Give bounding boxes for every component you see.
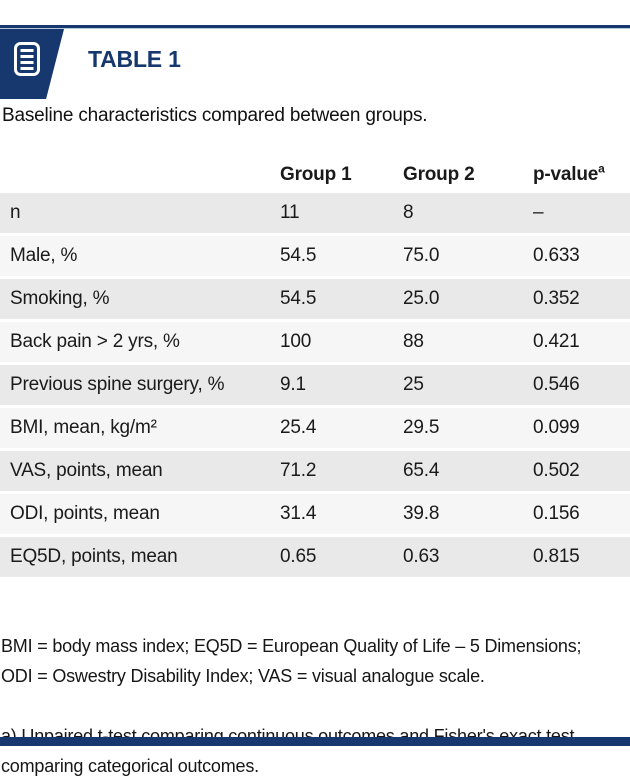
group1-value: 9.1	[280, 374, 306, 395]
row-label: VAS, points, mean	[10, 460, 163, 481]
group1-value: 31.4	[280, 503, 317, 524]
column-header-pvalue: p-valuea	[533, 161, 605, 185]
group1-value: 54.5	[280, 288, 317, 309]
table-row: n 11 8 –	[0, 193, 630, 233]
group1-value: 100	[280, 331, 312, 352]
table-row: Back pain > 2 yrs, % 100 88 0.421	[0, 322, 630, 362]
pvalue: 0.421	[533, 331, 580, 352]
row-label: ODI, points, mean	[10, 503, 160, 524]
row-label: Male, %	[10, 245, 78, 266]
row-label: Back pain > 2 yrs, %	[10, 331, 180, 352]
pvalue: 0.502	[533, 460, 580, 481]
row-label: EQ5D, points, mean	[10, 546, 178, 567]
group2-value: 8	[403, 202, 414, 223]
group2-value: 25	[403, 374, 424, 395]
pvalue: 0.156	[533, 503, 580, 524]
table-row: Male, % 54.5 75.0 0.633	[0, 236, 630, 276]
group2-value: 65.4	[403, 460, 440, 481]
abbreviations-note: BMI = body mass index; EQ5D = European Q…	[1, 636, 582, 686]
table-row: VAS, points, mean 71.2 65.4 0.502	[0, 451, 630, 491]
table-row: EQ5D, points, mean 0.65 0.63 0.815	[0, 537, 630, 577]
row-label: BMI, mean, kg/m²	[10, 417, 157, 438]
top-divider-rule	[0, 25, 630, 28]
table-list-icon	[14, 42, 40, 76]
table-footnotes: BMI = body mass index; EQ5D = European Q…	[1, 601, 630, 779]
table-body: n 11 8 – Male, % 54.5 75.0 0.633 Smoking…	[0, 193, 630, 577]
group2-value: 0.63	[403, 546, 440, 567]
group1-value: 54.5	[280, 245, 317, 266]
table-caption: Baseline characteristics compared betwee…	[2, 105, 428, 126]
row-label: Previous spine surgery, %	[10, 374, 225, 395]
bottom-divider-bar	[0, 737, 630, 746]
group2-value: 75.0	[403, 245, 440, 266]
group2-value: 88	[403, 331, 424, 352]
table-row: BMI, mean, kg/m² 25.4 29.5 0.099	[0, 408, 630, 448]
pvalue: 0.099	[533, 417, 580, 438]
column-header-group2: Group 2	[403, 164, 475, 185]
table-row: Previous spine surgery, % 9.1 25 0.546	[0, 365, 630, 405]
table-row: ODI, points, mean 31.4 39.8 0.156	[0, 494, 630, 534]
pvalue: 0.633	[533, 245, 580, 266]
group1-value: 71.2	[280, 460, 317, 481]
table-header-row: Group 1 Group 2 p-valuea	[0, 157, 630, 193]
pvalue-footnote-marker: a	[598, 161, 605, 176]
baseline-characteristics-table: Group 1 Group 2 p-valuea n 11 8 – Male, …	[0, 157, 630, 580]
top-divider-rule-shadow	[0, 28, 630, 29]
group2-value: 39.8	[403, 503, 440, 524]
row-label: n	[10, 202, 21, 223]
table-number-title: TABLE 1	[88, 46, 181, 72]
group1-value: 0.65	[280, 546, 317, 567]
column-header-group1: Group 1	[280, 164, 352, 185]
group2-value: 29.5	[403, 417, 440, 438]
pvalue: 0.815	[533, 546, 580, 567]
table-row: Smoking, % 54.5 25.0 0.352	[0, 279, 630, 319]
pvalue: –	[533, 202, 544, 223]
statistical-note: a) Unpaired t-test comparing continuous …	[1, 726, 575, 776]
table-badge	[0, 29, 64, 99]
group1-value: 25.4	[280, 417, 317, 438]
pvalue: 0.352	[533, 288, 580, 309]
group2-value: 25.0	[403, 288, 440, 309]
group1-value: 11	[280, 202, 300, 223]
pvalue: 0.546	[533, 374, 580, 395]
row-label: Smoking, %	[10, 288, 110, 309]
